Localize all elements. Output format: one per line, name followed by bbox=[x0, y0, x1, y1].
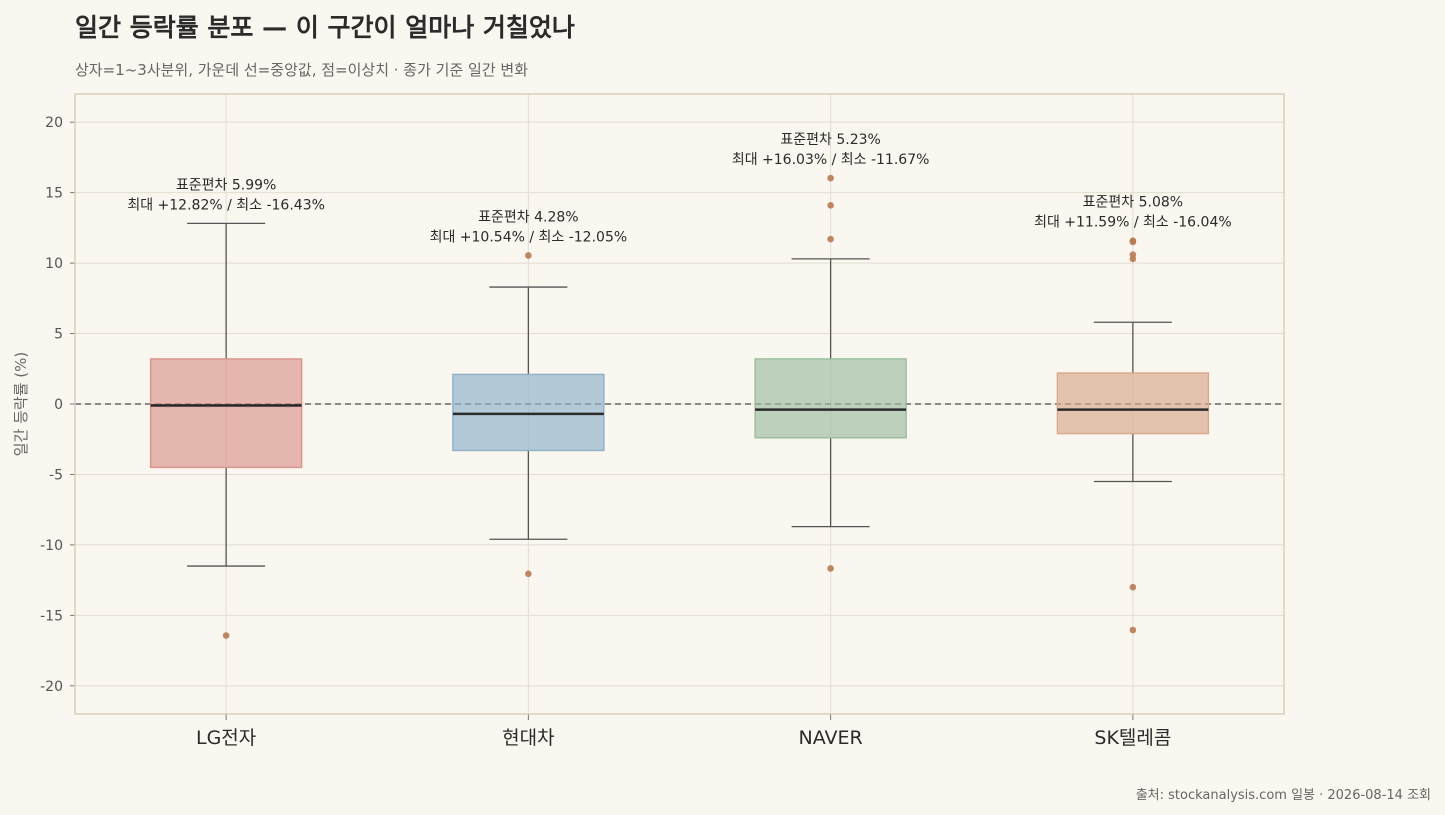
stddev-annotation: 표준편차 4.28% bbox=[478, 209, 578, 225]
plot-area bbox=[75, 94, 1284, 714]
iqr-box bbox=[452, 373, 605, 452]
y-tick-label: 0 bbox=[54, 397, 63, 413]
outlier-point bbox=[1129, 583, 1137, 591]
range-annotation: 최대 +12.82% / 최소 -16.43% bbox=[127, 197, 325, 213]
range-annotation: 최대 +16.03% / 최소 -11.67% bbox=[732, 152, 930, 168]
y-tick-label: -20 bbox=[40, 679, 63, 695]
iqr-box bbox=[1056, 372, 1210, 435]
outlier-point bbox=[827, 202, 834, 209]
outlier-point bbox=[1129, 251, 1137, 258]
stddev-annotation: 표준편차 5.08% bbox=[1083, 195, 1183, 211]
outlier-point bbox=[222, 632, 230, 639]
x-tick-label: 현대차 bbox=[502, 727, 554, 749]
y-tick-label: -5 bbox=[49, 467, 63, 483]
outlier-point bbox=[1129, 237, 1137, 244]
chart-title: 일간 등락률 분포 — 이 구간이 얼마나 거칠었나 bbox=[75, 13, 575, 42]
range-annotation: 최대 +11.59% / 최소 -16.04% bbox=[1034, 215, 1232, 231]
y-tick-label: 5 bbox=[54, 327, 63, 343]
stddev-annotation: 표준편차 5.23% bbox=[780, 132, 880, 148]
range-annotation: 최대 +10.54% / 최소 -12.05% bbox=[430, 229, 628, 245]
outlier-point bbox=[525, 570, 532, 578]
x-tick-label: SK텔레콤 bbox=[1094, 727, 1171, 749]
outlier-point bbox=[525, 252, 532, 259]
y-axis-label: 일간 등락률 (%) bbox=[12, 352, 30, 457]
outlier-point bbox=[1129, 626, 1137, 634]
y-tick-label: -15 bbox=[40, 608, 63, 624]
source-note: 출처: stockanalysis.com 일봉 · 2026-08-14 조회 bbox=[1135, 788, 1431, 803]
outlier-point bbox=[1129, 238, 1137, 246]
outlier-point bbox=[827, 565, 834, 572]
y-tick-label: -10 bbox=[40, 538, 63, 554]
y-tick-label: 20 bbox=[45, 115, 63, 131]
outlier-point bbox=[827, 174, 834, 182]
plot-frame bbox=[74, 93, 1285, 715]
outlier-point bbox=[827, 235, 834, 243]
x-tick-label: NAVER bbox=[799, 727, 863, 749]
iqr-box bbox=[754, 358, 907, 439]
y-tick-label: 10 bbox=[45, 256, 63, 272]
y-tick-label: 15 bbox=[45, 186, 63, 202]
iqr-box bbox=[149, 358, 303, 469]
chart-subtitle: 상자=1~3사분위, 가운데 선=중앙값, 점=이상치 · 종가 기준 일간 변… bbox=[75, 61, 529, 79]
x-tick-label: LG전자 bbox=[196, 727, 256, 749]
outlier-point bbox=[1129, 255, 1137, 263]
stddev-annotation: 표준편차 5.99% bbox=[176, 177, 276, 193]
